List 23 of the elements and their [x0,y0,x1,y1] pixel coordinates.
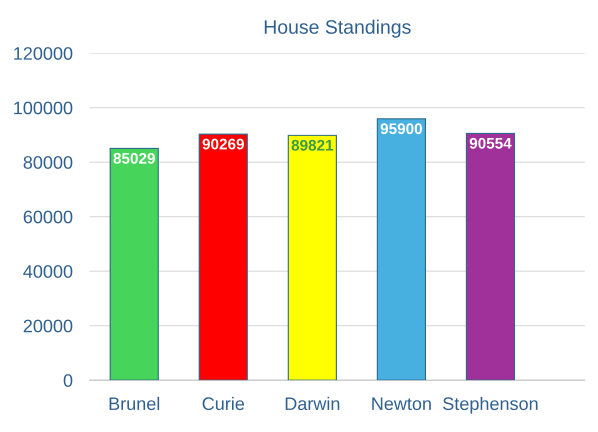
y-tick-label: 120000 [14,47,72,60]
data-label: 85029 [113,152,155,164]
bar [198,134,248,380]
y-tick-label: 0 [64,374,72,387]
bar [376,118,426,380]
chart-title: House Standings [264,20,411,38]
x-tick-label: Stephenson [443,396,538,414]
y-tick-label: 100000 [14,102,72,114]
y-tick-label: 60000 [24,210,72,224]
x-tick-label: Darwin [286,396,340,410]
data-label: 90269 [202,138,244,150]
data-label: 95900 [380,123,422,134]
y-tick-label: 80000 [24,156,72,169]
x-tick-label: Curie [202,396,244,410]
y-tick-label: 20000 [24,320,72,332]
bar [288,134,337,380]
data-label: 89821 [292,140,334,151]
x-tick-label: Brunel [110,396,160,410]
y-tick-label: 40000 [23,265,72,278]
data-label: 90554 [470,138,512,149]
x-tick-label: Newton [372,397,431,410]
bar [110,148,159,380]
bar [466,132,516,380]
